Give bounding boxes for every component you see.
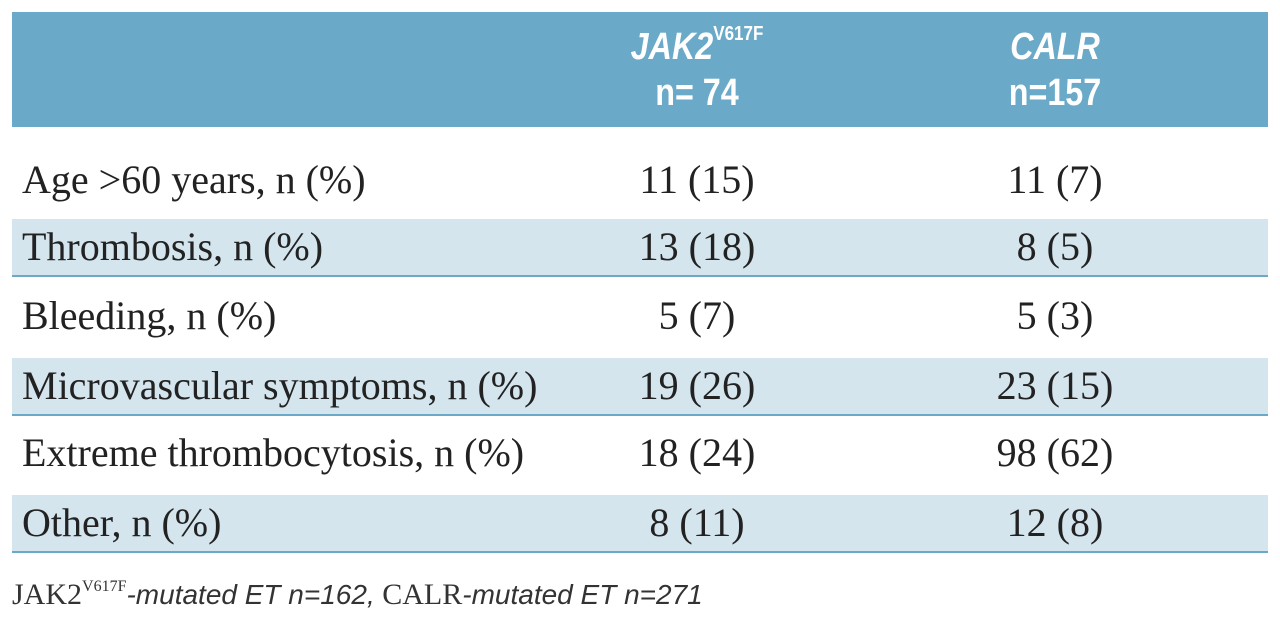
table-row: Extreme thrombocytosis, n (%) 18 (24) 98 (… xyxy=(12,425,1268,481)
value-cell: 8 (11) xyxy=(649,500,745,545)
footnote-text: -mutated ET n=271 xyxy=(462,579,703,610)
label-cell: Microvascular symptoms, n (%) xyxy=(22,363,538,408)
table-row: Age >60 years, n (%) 11 (15) 11 (7) xyxy=(12,152,1268,208)
table-row: Bleeding, n (%) 5 (7) 5 (3) xyxy=(12,288,1268,344)
label-cell: Extreme thrombocytosis, n (%) xyxy=(22,430,525,475)
table-row: Other, n (%) 8 (11) 12 (8) xyxy=(12,495,1268,553)
table-header: JAK2V617F n= 74 CALR n=157 xyxy=(12,12,1268,127)
value-cell: 98 (62) xyxy=(996,430,1114,475)
label-cell: Bleeding, n (%) xyxy=(22,293,277,338)
value-cell: 12 (8) xyxy=(1006,500,1104,545)
value-cell: 11 (15) xyxy=(639,157,755,202)
gene: CALR xyxy=(1010,26,1100,68)
gene: JAK2 xyxy=(12,578,83,611)
footnote-text: -mutated ET n=162, xyxy=(126,579,375,610)
label-cell: Age >60 years, n (%) xyxy=(22,157,366,202)
value-cell: 11 (7) xyxy=(1007,157,1103,202)
gene: JAK2 xyxy=(630,26,714,68)
value-cell: 18 (24) xyxy=(638,430,756,475)
superscript: V617F xyxy=(82,578,127,595)
header-cell: CALR n=157 xyxy=(928,24,1183,116)
table-row: Microvascular symptoms, n (%) 19 (26) 23 (… xyxy=(12,358,1268,416)
value-cell: 5 (3) xyxy=(1016,293,1094,338)
label-cell: Other, n (%) xyxy=(22,500,222,545)
n-count: n= 74 xyxy=(655,72,739,114)
superscript: V617F xyxy=(713,23,764,45)
value-cell: 13 (18) xyxy=(638,224,756,269)
footnote: JAK2V617F-mutated ET n=162, CALR-mutated… xyxy=(12,578,703,612)
header-cell: JAK2V617F n= 74 xyxy=(570,24,825,116)
value-cell: 19 (26) xyxy=(638,363,756,408)
gene: CALR xyxy=(382,578,463,611)
table-row: Thrombosis, n (%) 13 (18) 8 (5) xyxy=(12,219,1268,277)
label-cell: Thrombosis, n (%) xyxy=(22,224,324,269)
value-cell: 5 (7) xyxy=(658,293,736,338)
value-cell: 23 (15) xyxy=(996,363,1114,408)
n-count: n=157 xyxy=(1008,72,1102,114)
value-cell: 8 (5) xyxy=(1016,224,1094,269)
